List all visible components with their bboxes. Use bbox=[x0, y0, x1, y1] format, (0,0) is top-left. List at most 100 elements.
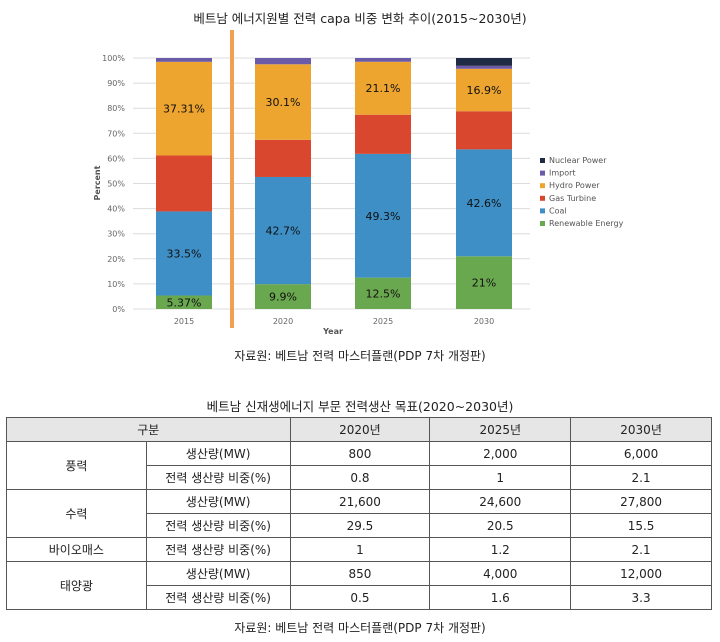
data-label: 5.37% bbox=[167, 296, 202, 309]
bar-segment bbox=[456, 256, 512, 309]
y-tick-label: 90% bbox=[107, 79, 125, 88]
y-tick-label: 20% bbox=[107, 255, 125, 264]
metric-cell: 생산량(MW) bbox=[145, 489, 291, 514]
data-label: 21% bbox=[472, 277, 496, 290]
value-cell: 4,000 bbox=[429, 561, 572, 586]
table-header-cell: 2030년 bbox=[570, 417, 712, 442]
x-tick-label: 2015 bbox=[174, 317, 194, 326]
table-row: 전력 생산량 비중(%) 29.5 20.5 15.5 bbox=[7, 513, 712, 538]
bar-segment bbox=[156, 211, 212, 296]
table-header-cell: 2025년 bbox=[429, 417, 572, 442]
metric-cell: 전력 생산량 비중(%) bbox=[145, 513, 291, 538]
bar-segment bbox=[355, 58, 411, 62]
data-label: 37.31% bbox=[163, 103, 205, 116]
value-cell: 27,800 bbox=[570, 489, 712, 514]
bar-segment bbox=[255, 176, 311, 285]
bar-segment bbox=[456, 58, 512, 66]
value-cell: 3.3 bbox=[570, 585, 712, 610]
x-tick-label: 2020 bbox=[273, 317, 293, 326]
bar-segment bbox=[355, 153, 411, 278]
table-source-note: 자료원: 베트남 전력 마스터플랜(PDP 7차 개정판) bbox=[234, 621, 486, 635]
legend-swatch bbox=[540, 221, 545, 226]
table-row: 전력 생산량 비중(%) 0.8 1 2.1 bbox=[7, 465, 712, 490]
bar-segment bbox=[255, 139, 311, 177]
data-label: 9.9% bbox=[269, 291, 297, 304]
value-cell: 0.8 bbox=[289, 465, 431, 490]
value-cell: 2.1 bbox=[570, 537, 712, 562]
y-tick-label: 80% bbox=[107, 104, 125, 113]
y-tick-label: 50% bbox=[107, 180, 125, 189]
metric-cell: 생산량(MW) bbox=[145, 561, 291, 586]
table-row: 수력 생산량(MW) 21,600 24,600 27,800 bbox=[6, 489, 712, 538]
legend-swatch bbox=[540, 208, 545, 214]
stacked-bar-chart: 0% 10% 20% 30% 40% 50% 60% 70% 80% 90% 100% Percent… bbox=[93, 30, 624, 336]
bar-segment bbox=[255, 64, 311, 140]
divider-line bbox=[230, 30, 234, 328]
y-tick-label: 0% bbox=[112, 305, 125, 314]
bar-segment bbox=[456, 68, 512, 112]
y-tick-label: 10% bbox=[107, 280, 125, 289]
legend-swatch bbox=[540, 183, 545, 189]
y-tick-label: 40% bbox=[107, 205, 125, 214]
value-cell: 1 bbox=[289, 537, 431, 562]
y-tick-label: 70% bbox=[107, 129, 125, 138]
data-label: 33.5% bbox=[167, 247, 202, 260]
legend-swatch bbox=[540, 158, 545, 163]
category-cell: 바이오매스 bbox=[6, 537, 147, 562]
data-label: 49.3% bbox=[366, 210, 401, 223]
legend-label: Hydro Power bbox=[549, 181, 600, 190]
table-row: 풍력 생산량(MW) 800 2,000 6,000 bbox=[6, 441, 712, 490]
table-row: 바이오매스 전력 생산량 비중(%) 1 1.2 2.1 bbox=[6, 537, 712, 562]
bar-segment bbox=[156, 58, 212, 62]
legend-label: Coal bbox=[549, 206, 567, 215]
data-label: 30.1% bbox=[266, 96, 301, 109]
bar-segment bbox=[255, 58, 311, 65]
legend-label: Renewable Energy bbox=[549, 219, 624, 228]
bar-segment bbox=[456, 65, 512, 69]
chart-source-note: 자료원: 베트남 전력 마스터플랜(PDP 7차 개정판) bbox=[234, 349, 486, 363]
metric-cell: 전력 생산량 비중(%) bbox=[145, 537, 291, 562]
bar-segment bbox=[456, 111, 512, 150]
value-cell: 21,600 bbox=[289, 489, 431, 514]
y-tick-label: 100% bbox=[102, 54, 125, 63]
table-header-cell: 2020년 bbox=[289, 417, 431, 442]
value-cell: 24,600 bbox=[429, 489, 572, 514]
category-cell: 풍력 bbox=[6, 441, 147, 490]
bar-segment bbox=[156, 61, 212, 156]
value-cell: 2,000 bbox=[429, 441, 572, 466]
value-cell: 20.5 bbox=[429, 513, 572, 538]
table-row: 전력 생산량 비중(%) 0.5 1.6 3.3 bbox=[7, 585, 712, 610]
data-label: 16.9% bbox=[467, 84, 502, 97]
value-cell: 29.5 bbox=[289, 513, 431, 538]
value-cell: 0.5 bbox=[289, 585, 431, 610]
value-cell: 12,000 bbox=[570, 561, 712, 586]
y-axis-label: Percent bbox=[93, 165, 102, 200]
legend-swatch bbox=[540, 170, 545, 176]
value-cell: 1.2 bbox=[429, 537, 572, 562]
bar-segment bbox=[355, 277, 411, 309]
renewable-target-table: 구분 2020년 2025년 2030년 풍력 생산량(MW) 800 2,000 6,000… bbox=[6, 417, 712, 610]
bar-segment bbox=[255, 284, 311, 309]
legend-label: Gas Turbine bbox=[549, 194, 596, 203]
bar-segment bbox=[156, 155, 212, 212]
value-cell: 1 bbox=[429, 465, 572, 490]
y-tick-label: 60% bbox=[107, 154, 125, 163]
value-cell: 6,000 bbox=[570, 441, 712, 466]
data-label: 42.7% bbox=[266, 225, 301, 238]
metric-cell: 생산량(MW) bbox=[145, 441, 291, 466]
category-cell: 수력 bbox=[6, 489, 147, 538]
legend-label: Import bbox=[549, 169, 576, 178]
value-cell: 1.6 bbox=[429, 585, 572, 610]
value-cell: 850 bbox=[289, 561, 431, 586]
bar-segment bbox=[355, 61, 411, 115]
legend-swatch bbox=[540, 195, 545, 201]
bar-segment bbox=[456, 149, 512, 257]
value-cell: 15.5 bbox=[570, 513, 712, 538]
value-cell: 800 bbox=[289, 441, 431, 466]
x-tick-label: 2030 bbox=[474, 317, 494, 326]
metric-cell: 전력 생산량 비중(%) bbox=[145, 585, 291, 610]
category-cell: 태양광 bbox=[6, 561, 147, 610]
table-header-row: 구분 2020년 2025년 2030년 bbox=[6, 417, 712, 442]
legend-label: Nuclear Power bbox=[549, 156, 607, 165]
x-tick-label: 2025 bbox=[373, 317, 393, 326]
